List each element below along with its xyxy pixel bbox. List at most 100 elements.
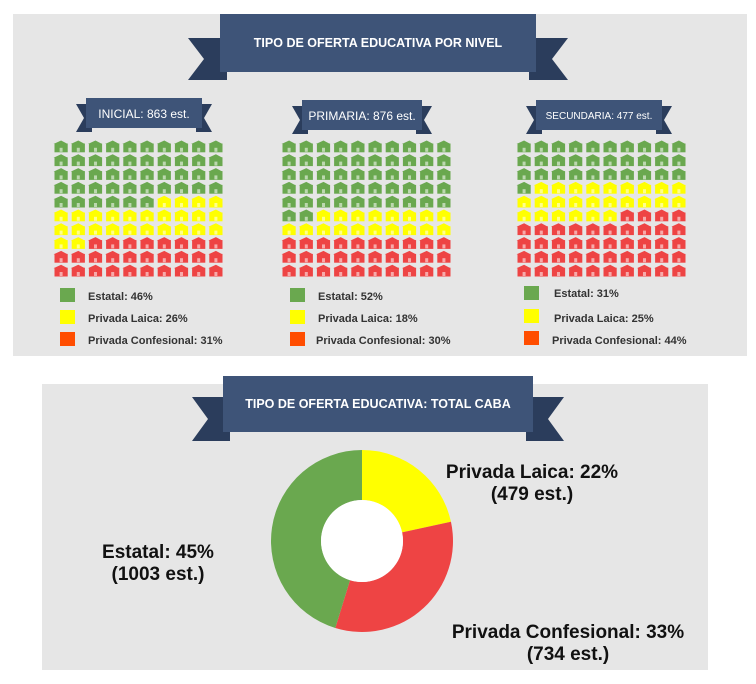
waffle-cell-laica (173, 223, 189, 236)
waffle-cell-estatal (436, 140, 451, 153)
waffle-cell-estatal (315, 168, 331, 180)
label-laica-pct: Privada Laica: 22% (446, 462, 618, 483)
waffle-cell-estatal (281, 154, 296, 167)
waffle-cell-laica (298, 223, 313, 236)
waffle-cell-estatal (401, 168, 417, 180)
waffle-cell-laica (53, 209, 68, 222)
waffle-cell-confesional (419, 264, 434, 277)
label-confesional-count: (734 est.) (527, 644, 609, 665)
waffle-cell-estatal (550, 154, 566, 167)
waffle-cell-estatal (122, 195, 137, 208)
waffle-cell-confesional (619, 237, 634, 249)
waffle-cell-estatal (367, 154, 382, 167)
waffle-cell-confesional (602, 264, 617, 277)
waffle-cell-confesional (568, 237, 583, 249)
waffle-cell-estatal (350, 154, 365, 167)
waffle-cell-estatal (350, 181, 365, 194)
waffle-cell-confesional (636, 250, 652, 263)
waffle-cell-estatal (122, 140, 137, 153)
waffle-cell-confesional (367, 264, 382, 277)
waffle-cell-estatal (401, 181, 417, 194)
waffle-cell-laica (122, 223, 137, 236)
waffle-cell-laica (350, 223, 365, 236)
waffle-cell-laica (619, 181, 634, 194)
waffle-cell-estatal (436, 168, 451, 180)
waffle-cell-confesional (636, 223, 652, 236)
waffle-cell-estatal (156, 140, 171, 153)
level-label-secundaria: SECUNDARIA: 477 est. (546, 111, 653, 122)
waffle-cell-estatal (70, 181, 85, 194)
waffle-cell-confesional (436, 237, 451, 249)
waffle-cell-estatal (654, 168, 669, 180)
waffle-cell-estatal (533, 154, 548, 167)
waffle-cell-confesional (436, 250, 451, 263)
legend-swatch-confesional (524, 331, 539, 345)
waffle-cell-confesional (122, 237, 137, 249)
waffle-cell-estatal (87, 154, 103, 167)
waffle-cell-laica (401, 209, 417, 222)
waffle-cell-confesional (350, 237, 365, 249)
waffle-cell-confesional (671, 223, 686, 236)
donut-slice-estatal (270, 450, 362, 628)
waffle-cell-laica (105, 223, 120, 236)
waffle-cell-estatal (156, 181, 171, 194)
waffle-cell-laica (568, 181, 583, 194)
waffle-cell-laica (636, 195, 652, 208)
waffle-cell-confesional (208, 264, 223, 277)
waffle-cell-confesional (568, 223, 583, 236)
waffle-cell-estatal (139, 154, 154, 167)
waffle-cell-confesional (105, 264, 120, 277)
waffle-cell-estatal (516, 181, 531, 194)
waffle-cell-estatal (602, 154, 617, 167)
waffle-cell-confesional (208, 237, 223, 249)
legend-label-laica: Privada Laica: 25% (554, 313, 654, 325)
waffle-cell-estatal (401, 140, 417, 153)
waffle-cell-confesional (156, 250, 171, 263)
waffle-cell-estatal (436, 195, 451, 208)
donut-slice-privada-laica (362, 450, 451, 533)
waffle-cell-confesional (315, 250, 331, 263)
waffle-cell-confesional (173, 237, 189, 249)
waffle-cell-laica (333, 209, 348, 222)
waffle-cell-confesional (298, 237, 313, 249)
waffle-cell-confesional (281, 250, 296, 263)
waffle-cell-estatal (105, 195, 120, 208)
waffle-cell-estatal (87, 140, 103, 153)
legend-swatch-confesional (60, 332, 75, 346)
waffle-cell-laica (105, 209, 120, 222)
waffle-cell-estatal (585, 140, 600, 153)
waffle-cell-confesional (384, 237, 399, 249)
waffle-cell-confesional (315, 264, 331, 277)
waffle-cell-laica (208, 223, 223, 236)
waffle-cell-laica (401, 223, 417, 236)
waffle-cell-estatal (191, 181, 206, 194)
waffle-cell-confesional (654, 264, 669, 277)
waffle-cell-confesional (585, 264, 600, 277)
legend-label-laica: Privada Laica: 18% (318, 313, 418, 325)
waffle-cell-estatal (550, 140, 566, 153)
waffle-cell-laica (281, 223, 296, 236)
waffle-cell-confesional (654, 223, 669, 236)
waffle-cell-laica (602, 181, 617, 194)
waffle-cell-estatal (367, 195, 382, 208)
waffle-cell-laica (53, 237, 68, 249)
waffle-cell-estatal (516, 154, 531, 167)
waffle-cell-laica (436, 223, 451, 236)
waffle-cell-estatal (602, 168, 617, 180)
waffle-cell-estatal (333, 154, 348, 167)
waffle-cell-confesional (636, 264, 652, 277)
waffle-cell-confesional (654, 237, 669, 249)
waffle-cell-laica (533, 195, 548, 208)
waffle-cell-confesional (654, 209, 669, 222)
waffle-cell-laica (87, 223, 103, 236)
waffle-cell-estatal (568, 168, 583, 180)
donut-hole (321, 500, 403, 582)
waffle-cell-laica (568, 209, 583, 222)
waffle-cell-confesional (585, 223, 600, 236)
waffle-cell-estatal (671, 154, 686, 167)
waffle-cell-confesional (568, 250, 583, 263)
legend-swatch-laica (290, 310, 305, 324)
legend-label-estatal: Estatal: 31% (554, 288, 619, 300)
waffle-cell-estatal (315, 140, 331, 153)
waffle-cell-estatal (208, 181, 223, 194)
